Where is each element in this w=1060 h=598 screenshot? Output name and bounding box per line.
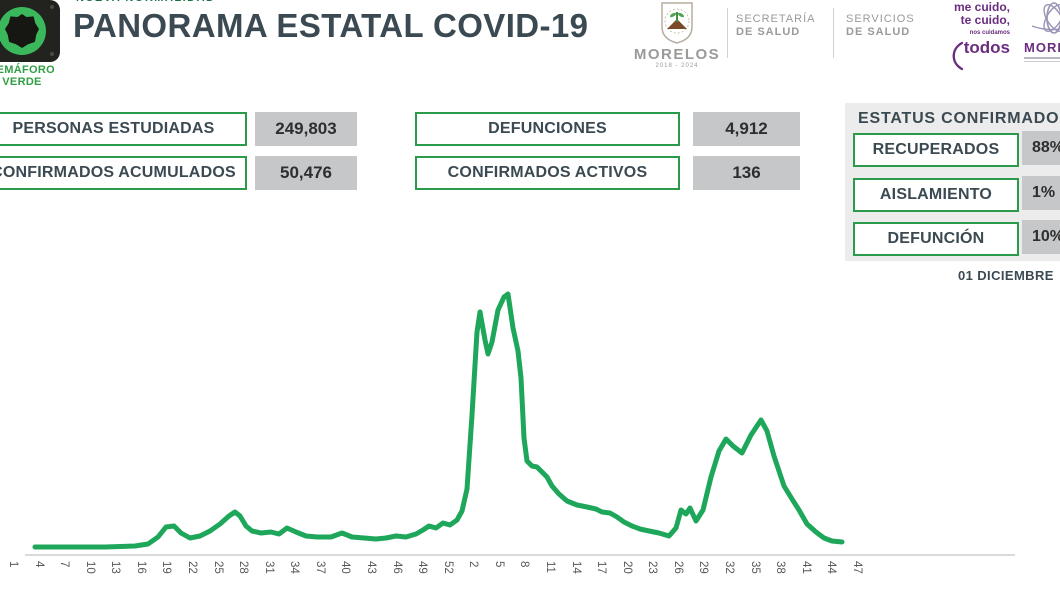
status-value-aislamiento: 1% (1022, 176, 1060, 210)
traffic-light-icon (0, 0, 60, 62)
status-panel-title: ESTATUS CONFIRMADOS (858, 110, 1060, 127)
status-value-defuncion: 10% (1022, 220, 1060, 254)
x-axis-tick-label: 43 (364, 561, 377, 574)
x-axis-tick-label: 47 (850, 561, 863, 574)
status-label-defuncion: DEFUNCIÓN (853, 222, 1019, 256)
lotus-icon (1031, 2, 1060, 34)
stat-value-personas-estudiadas: 249,803 (255, 112, 357, 146)
x-axis-tick-label: 46 (390, 561, 403, 574)
x-axis-tick-label: 1 (7, 561, 19, 568)
x-axis-tick-label: 49 (416, 561, 429, 574)
x-axis-tick-label: 11 (543, 561, 556, 573)
stat-value-confirmados-activos: 136 (693, 156, 800, 190)
stat-value-defunciones: 4,912 (693, 112, 800, 146)
morelos-brand-wordmark: MORELOS (1024, 40, 1060, 55)
me-cuido-te-cuido-todos-logo: me cuido, te cuido, nos cuidamos todos (928, 1, 1010, 71)
morelos-gov-wordmark: MORELOS (633, 46, 721, 63)
x-axis-tick-label: 34 (288, 561, 301, 574)
x-axis-tick-label: 16 (134, 561, 147, 574)
virus-silhouette-icon (5, 14, 39, 48)
x-axis-tick-label: 25 (211, 561, 224, 574)
status-value-recuperados: 88% (1022, 131, 1060, 165)
x-axis-tick-label: 37 (313, 561, 326, 574)
logo-divider (727, 8, 728, 58)
x-axis-tick-label: 38 (774, 561, 787, 574)
x-axis-tick-label: 32 (722, 561, 735, 574)
todos-wordmark: todos (952, 39, 1010, 71)
x-axis-tick-label: 10 (83, 561, 96, 574)
secretaria-de-salud-logo: SECRETARÍA DE SALUD (736, 13, 816, 38)
x-axis-tick-label: 8 (518, 561, 531, 568)
x-axis-tick-label: 4 (32, 561, 45, 568)
bracket-curve-icon (952, 41, 963, 71)
x-axis-tick-label: 2 (467, 561, 480, 568)
status-label-aislamiento: AISLAMIENTO (853, 178, 1019, 212)
x-axis-tick-label: 35 (748, 561, 761, 574)
morelos-emblem-icon (661, 2, 693, 44)
x-axis-tick-label: 19 (160, 561, 173, 574)
brand-caption-bar (1024, 57, 1060, 59)
cases-line-series (32, 291, 845, 550)
stat-label-personas-estudiadas: PERSONAS ESTUDIADAS (0, 112, 247, 146)
brand-caption-bar (1024, 61, 1060, 62)
report-date: 01 DICIEMBRE (958, 268, 1054, 283)
x-axis-tick-label: 17 (595, 561, 608, 574)
morelos-gov-years: 2018 - 2024 (655, 63, 699, 69)
stat-label-defunciones: DEFUNCIONES (415, 112, 680, 146)
x-axis-tick-label: 44 (825, 561, 838, 574)
x-axis-tick-label: 14 (569, 561, 582, 574)
morelos-government-logo: MORELOS 2018 - 2024 (628, 2, 726, 69)
x-axis-tick-label: 31 (262, 561, 275, 574)
x-axis-tick-label: 7 (58, 561, 71, 568)
x-axis-tick-label: 41 (799, 561, 812, 574)
x-axis-tick-label: 29 (697, 561, 710, 574)
status-label-recuperados: RECUPERADOS (853, 133, 1019, 167)
x-axis-tick-label: 23 (646, 561, 659, 574)
x-axis-tick-label: 26 (671, 561, 684, 574)
semaforo-verde-label: SEMÁFORO VERDE (0, 64, 55, 88)
nueva-normalidad-caption: NUEVA NORMALIDAD (76, 0, 216, 4)
logo-divider (833, 8, 834, 58)
x-axis-tick-label: 52 (441, 561, 454, 574)
stat-label-confirmados-activos: CONFIRMADOS ACTIVOS (415, 156, 680, 190)
x-axis-tick-label: 22 (185, 561, 198, 574)
x-axis-tick-label: 40 (339, 561, 352, 574)
x-axis-tick-label: 5 (492, 561, 505, 568)
x-axis-tick-label: 20 (620, 561, 633, 574)
morelos-brand-logo: MORELOS (1024, 0, 1060, 62)
stat-value-confirmados-acumulados: 50,476 (255, 156, 357, 190)
servicios-de-salud-logo: SERVICIOS DE SALUD (846, 13, 915, 38)
estatus-confirmados-panel: ESTATUS CONFIRMADOS RECUPERADOS 88% AISL… (845, 103, 1060, 261)
x-axis-tick-label: 13 (109, 561, 122, 574)
x-axis-tick-label: 28 (237, 561, 250, 574)
stat-label-confirmados-acumulados: CONFIRMADOS ACUMULADOS (0, 156, 247, 190)
page-title: PANORAMA ESTATAL COVID-19 (73, 7, 589, 44)
